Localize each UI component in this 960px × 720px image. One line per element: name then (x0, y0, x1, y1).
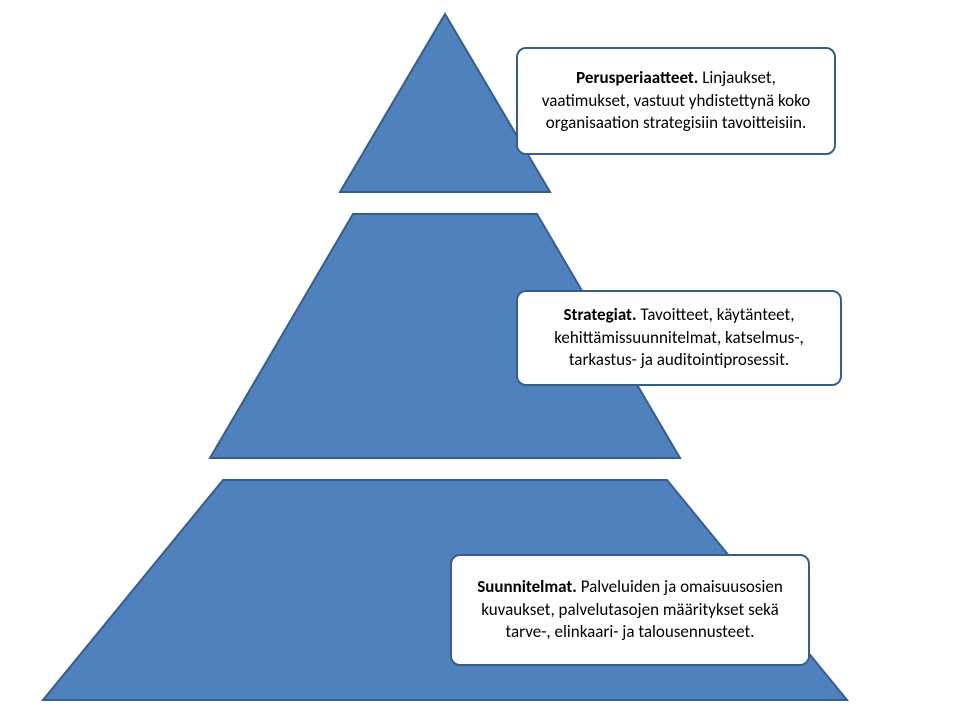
callout-title: Perusperiaatteet. (576, 67, 698, 88)
callout-text: Strategiat. Tavoitteet, käytänteet, kehi… (532, 304, 826, 373)
callout-perusperiaatteet: Perusperiaatteet. Linjaukset, vaatimukse… (516, 47, 836, 155)
callout-suunnitelmat: Suunnitelmat. Palveluiden ja omaisuusosi… (450, 554, 810, 666)
callout-strategiat: Strategiat. Tavoitteet, käytänteet, kehi… (516, 290, 842, 386)
callout-title: Suunnitelmat. (477, 576, 577, 597)
callout-title: Strategiat. (564, 304, 637, 325)
callout-text: Perusperiaatteet. Linjaukset, vaatimukse… (532, 67, 820, 136)
diagram-stage: Perusperiaatteet. Linjaukset, vaatimukse… (0, 0, 960, 720)
callout-text: Suunnitelmat. Palveluiden ja omaisuusosi… (466, 576, 794, 645)
